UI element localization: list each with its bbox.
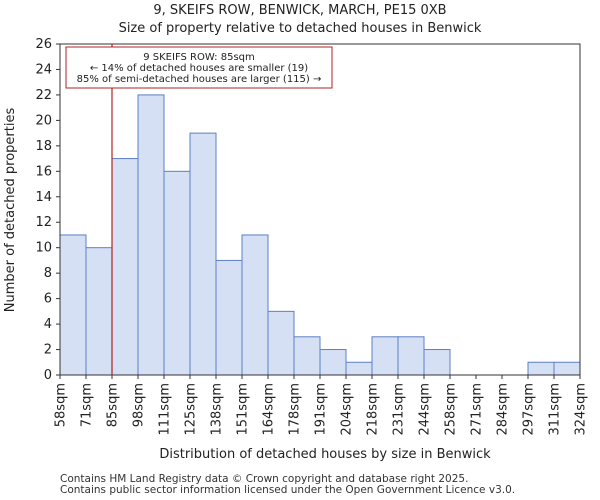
x-tick-label: 204sqm — [340, 383, 355, 436]
x-axis-ticks: 58sqm 71sqm 85sqm 98sqm 111sqm 125sqm 138sqm 15… — [54, 375, 589, 436]
y-tick-label: 10 — [35, 241, 52, 256]
x-tick-label: 191sqm — [314, 383, 329, 436]
bar — [137, 94, 165, 376]
x-tick-label: 164sqm — [262, 383, 277, 436]
bar — [241, 234, 269, 376]
x-tick-label: 111sqm — [158, 383, 173, 436]
x-tick-label: 71sqm — [80, 383, 95, 427]
y-tick-label: 14 — [35, 190, 52, 205]
bars — [59, 94, 581, 376]
annotation-line-3: 85% of semi-detached houses are larger (… — [77, 74, 322, 85]
bar — [397, 336, 425, 376]
annotation-line-1: 9 SKEIFS ROW: 85sqm — [143, 52, 255, 63]
bar — [553, 361, 581, 376]
x-tick-label: 125sqm — [184, 383, 199, 436]
annotation-line-2: ← 14% of detached houses are smaller (19… — [90, 63, 308, 74]
y-tick-label: 0 — [44, 368, 52, 383]
y-tick-label: 22 — [35, 88, 52, 103]
x-tick-label: 297sqm — [522, 383, 537, 436]
bar — [371, 336, 399, 376]
y-tick-label: 18 — [35, 139, 52, 154]
footer-line-1: Contains HM Land Registry data © Crown c… — [60, 473, 469, 485]
bar — [267, 310, 295, 376]
bar — [85, 247, 113, 376]
annotation-box: 9 SKEIFS ROW: 85sqm ← 14% of detached ho… — [65, 46, 333, 89]
y-tick-label: 4 — [44, 317, 52, 332]
bar — [189, 132, 217, 376]
x-axis-label: Distribution of detached houses by size … — [159, 447, 491, 462]
bar — [59, 234, 87, 376]
x-tick-label: 231sqm — [392, 383, 407, 436]
x-tick-label: 284sqm — [496, 383, 511, 436]
bar — [111, 158, 139, 376]
y-tick-label: 12 — [35, 215, 52, 230]
x-tick-label: 85sqm — [106, 383, 121, 427]
y-axis-label: Number of detached properties — [3, 108, 18, 313]
chart-subtitle: Size of property relative to detached ho… — [119, 21, 482, 36]
bar — [345, 361, 373, 376]
x-tick-label: 218sqm — [366, 383, 381, 436]
y-tick-label: 24 — [35, 62, 52, 77]
y-tick-label: 6 — [44, 292, 52, 307]
x-tick-label: 244sqm — [418, 383, 433, 436]
x-tick-label: 311sqm — [548, 383, 563, 436]
x-tick-label: 258sqm — [444, 383, 459, 436]
x-tick-label: 138sqm — [210, 383, 225, 436]
bar — [215, 259, 243, 376]
y-tick-label: 26 — [35, 37, 52, 52]
chart-title: 9, SKEIFS ROW, BENWICK, MARCH, PE15 0XB — [153, 3, 446, 18]
footer-line-2: Contains public sector information licen… — [60, 484, 516, 496]
x-tick-label: 178sqm — [288, 383, 303, 436]
bar — [163, 170, 191, 376]
x-tick-label: 324sqm — [574, 383, 589, 436]
x-tick-label: 58sqm — [54, 383, 69, 427]
bar — [527, 361, 555, 376]
x-tick-label: 271sqm — [470, 383, 485, 436]
y-tick-label: 16 — [35, 164, 52, 179]
y-tick-label: 8 — [44, 266, 52, 281]
y-tick-label: 20 — [35, 113, 52, 128]
bar — [293, 336, 321, 376]
x-tick-label: 151sqm — [236, 383, 251, 436]
x-tick-label: 98sqm — [132, 383, 147, 427]
bar — [423, 349, 451, 376]
plot-frame — [59, 43, 581, 376]
y-tick-label: 2 — [44, 343, 52, 358]
bar — [319, 349, 347, 376]
